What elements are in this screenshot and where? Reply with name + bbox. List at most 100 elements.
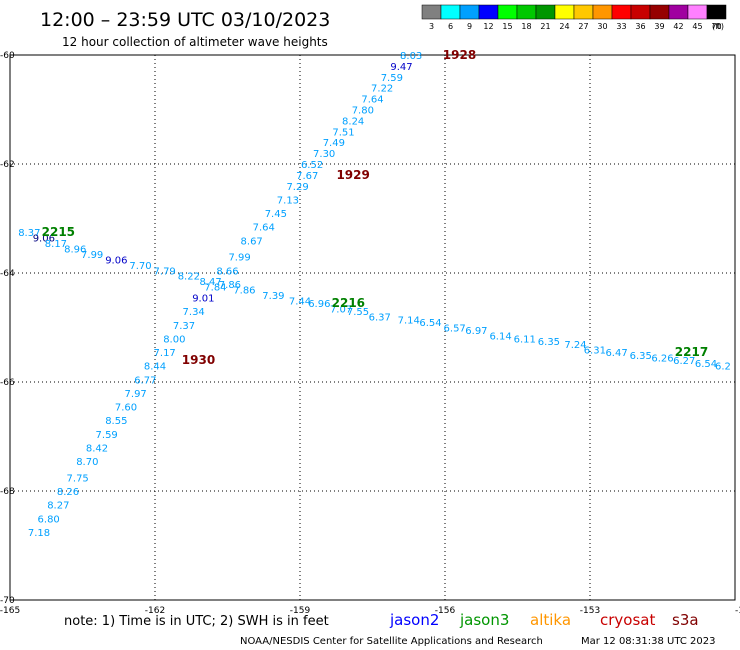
wave-height-value: 7.17 [154, 348, 176, 359]
colorbar-swatch [611, 4, 632, 20]
map-plot-area: -165 -162 -159 -156 -153 -150 -60 -62 -64 -66 -68… [0, 48, 740, 616]
wave-height-value: 8.44 [144, 362, 166, 373]
latitude-tick-labels: -60 -62 -64 -66 -68 -70 [0, 51, 15, 606]
wave-height-value: 6.54 [695, 359, 717, 370]
colorbar-label: 3 [429, 22, 434, 31]
wave-height-value: 6.2 [715, 362, 731, 373]
longitude-tick-labels: -165 -162 -159 -156 -153 -150 [0, 606, 740, 616]
longitude-tick: -150 [735, 606, 740, 616]
colorbar-label: 33 [616, 22, 626, 31]
wave-height-value: 6.35 [630, 351, 652, 362]
colorbar-swatch [573, 4, 594, 20]
wave-height-value: 7.99 [81, 250, 103, 261]
wave-height-value: 7.59 [381, 73, 403, 84]
wave-height-value: 6.31 [584, 345, 606, 356]
wave-height-value: 7.44 [289, 296, 311, 307]
colorbar-unit: (ft) [712, 22, 724, 31]
colorbar-swatch [440, 4, 461, 20]
wave-height-value: 7.80 [352, 106, 374, 117]
page-subtitle: 12 hour collection of altimeter wave hei… [62, 35, 328, 49]
colorbar-label: 39 [654, 22, 664, 31]
wave-height-value: 6.35 [538, 337, 560, 348]
wave-height-value: 7.67 [296, 171, 318, 182]
grid-lines [10, 55, 735, 600]
wave-height-value: 8.27 [47, 501, 69, 512]
wave-height-value: 7.45 [265, 209, 287, 220]
longitude-tick: -153 [580, 606, 600, 616]
wave-height-value: 8.70 [76, 457, 98, 468]
colorbar-label: 9 [467, 22, 472, 31]
longitude-tick: -159 [290, 606, 311, 616]
wave-height-value: 8.96 [64, 244, 86, 255]
footer-credit: NOAA/NESDIS Center for Satellite Applica… [240, 636, 543, 647]
colorbar-label: 42 [673, 22, 683, 31]
wave-height-value: 7.51 [332, 127, 354, 138]
wave-height-value: 8.55 [105, 416, 127, 427]
wave-height-value: 8.00 [163, 334, 185, 345]
wave-height-colorbar: 3 6 9 12 15 18 21 24 27 30 33 36 39 42 45 70(ft) [421, 4, 727, 31]
wave-height-value: 7.59 [96, 430, 118, 441]
wave-height-value: 7.14 [398, 315, 420, 326]
colorbar-label: 27 [578, 22, 588, 31]
wave-height-value: 7.22 [371, 84, 393, 95]
pass-time-label: 2216 [332, 296, 365, 310]
wave-height-value: 7.70 [129, 261, 151, 272]
colorbar-label: 24 [559, 22, 569, 31]
pass-time-label: 1929 [336, 168, 369, 182]
wave-height-value: 7.86 [233, 285, 255, 296]
colorbar-label: 15 [502, 22, 512, 31]
wave-height-value: 8.24 [342, 116, 364, 127]
colorbar-label: 36 [635, 22, 645, 31]
satellite-s3a: s3a [672, 611, 699, 629]
wave-height-value: 8.26 [57, 487, 79, 498]
wave-height-value: 7.39 [262, 291, 284, 302]
wave-height-value: 7.07 [330, 304, 352, 315]
wave-height-value: 6.52 [301, 160, 323, 171]
wave-height-value: 7.55 [347, 307, 369, 318]
colorbar-swatch [535, 4, 556, 20]
wave-height-value: 7.29 [286, 182, 308, 193]
wave-height-value: 8.17 [45, 239, 67, 250]
wave-height-value: 7.37 [173, 321, 195, 332]
wave-height-value: 6.57 [444, 324, 466, 335]
colorbar-swatch [459, 4, 480, 20]
colorbar-swatch [649, 4, 670, 20]
colorbar-swatch [497, 4, 518, 20]
wave-height-value: 6.47 [605, 348, 627, 359]
latitude-tick: -66 [0, 378, 15, 388]
colorbar-label: 18 [521, 22, 531, 31]
colorbar-swatch [592, 4, 613, 20]
wave-height-value: 9.06 [33, 234, 55, 245]
footer-note: note: 1) Time is in UTC; 2) SWH is in fe… [64, 614, 329, 629]
latitude-tick: -62 [0, 160, 15, 170]
satellite-jason2: jason2 [389, 611, 439, 629]
colorbar-swatch [421, 4, 442, 20]
wave-height-value: 6.11 [514, 334, 536, 345]
pass-time-label: 2217 [675, 345, 708, 359]
colorbar-label: 21 [540, 22, 550, 31]
wave-height-value: 8.22 [178, 272, 200, 283]
colorbar-swatch [706, 4, 727, 20]
plot-frame [9, 54, 736, 601]
wave-height-value: 6.97 [465, 326, 487, 337]
colorbar-swatch [630, 4, 651, 20]
wave-height-value: 8.66 [216, 266, 238, 277]
wave-height-value: 6.80 [38, 514, 60, 525]
footer-timestamp: Mar 12 08:31:38 UTC 2023 [581, 636, 716, 647]
wave-height-value: 8.37 [18, 228, 40, 239]
wave-height-value: 7.99 [228, 253, 250, 264]
colorbar-swatch [687, 4, 708, 20]
wave-height-value: 9.01 [192, 294, 214, 305]
wave-height-value: 7.13 [277, 195, 299, 206]
wave-height-value: 8.42 [86, 443, 108, 454]
wave-height-value: 8.67 [241, 236, 263, 247]
colorbar-label: 6 [448, 22, 453, 31]
colorbar-label: 30 [597, 22, 607, 31]
wave-height-value: 6.14 [489, 332, 511, 343]
wave-height-value: 7.97 [125, 389, 147, 400]
colorbar-label: 45 [692, 22, 702, 31]
wave-height-value: 7.34 [183, 307, 205, 318]
wave-height-value: 7.84 [204, 283, 226, 294]
satellite-legend: jason2 jason3 altika cryosat s3a [389, 611, 699, 629]
